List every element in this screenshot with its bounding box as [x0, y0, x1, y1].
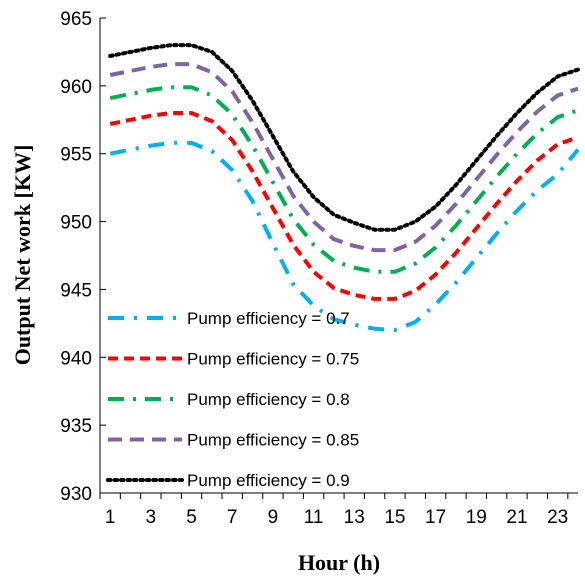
legend-item: Pump efficiency = 0.9	[106, 471, 350, 490]
legend-label: Pump efficiency = 0.75	[187, 350, 359, 369]
x-tick-label: 21	[506, 507, 527, 528]
series-line-4	[109, 62, 579, 253]
series-line-3	[109, 85, 579, 274]
x-tick-label: 9	[268, 507, 279, 528]
legend-item: Pump efficiency = 0.7	[108, 309, 350, 328]
x-tick-label: 1	[105, 507, 116, 528]
y-tick-label: 955	[60, 145, 92, 166]
y-axis-ticks: 930 935 940 945 950 955 960 965	[60, 9, 106, 505]
x-tick-label: 15	[384, 507, 405, 528]
y-tick-label: 960	[60, 77, 92, 98]
series-lines	[108, 43, 580, 333]
y-tick-label: 940	[60, 348, 92, 369]
legend-item: Pump efficiency = 0.75	[108, 350, 359, 369]
legend-label: Pump efficiency = 0.7	[187, 309, 350, 328]
x-tick-label: 23	[547, 507, 568, 528]
y-tick-label: 930	[60, 484, 92, 505]
x-tick-label: 7	[227, 507, 238, 528]
x-tick-label: 11	[304, 507, 324, 528]
legend-item: Pump efficiency = 0.85	[108, 431, 359, 450]
x-tick-label: 19	[466, 507, 487, 528]
legend-item: Pump efficiency = 0.8	[108, 390, 350, 409]
y-axis-title: Output Net work [KW]	[10, 145, 35, 366]
series-line-2	[109, 111, 579, 301]
y-tick-label: 935	[60, 416, 92, 437]
series-line-1	[109, 140, 580, 333]
x-tick-label: 13	[344, 507, 365, 528]
y-tick-label: 950	[60, 213, 92, 234]
legend-label: Pump efficiency = 0.85	[187, 431, 359, 450]
x-axis-ticks: 1 3 5 7 9 11 13 15 17 19 21 23	[99, 493, 569, 528]
legend-label: Pump efficiency = 0.9	[187, 471, 350, 490]
y-tick-label: 945	[60, 280, 92, 301]
series-line-5	[108, 43, 580, 232]
legend: Pump efficiency = 0.7 Pump efficiency = 0…	[106, 309, 359, 490]
y-tick-label: 965	[60, 9, 92, 30]
x-tick-label: 17	[425, 507, 446, 528]
x-axis-title: Hour (h)	[298, 550, 380, 575]
x-tick-label: 5	[186, 507, 197, 528]
legend-label: Pump efficiency = 0.8	[187, 390, 350, 409]
x-tick-label: 3	[146, 507, 157, 528]
